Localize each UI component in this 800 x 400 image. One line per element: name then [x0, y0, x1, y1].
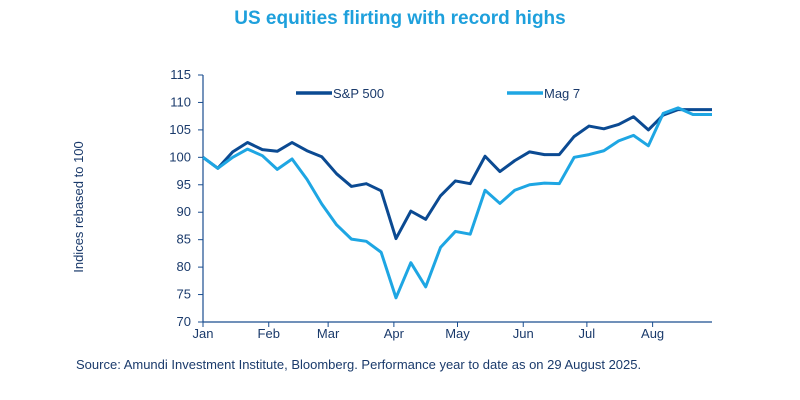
- x-tick-label: Feb: [258, 326, 280, 341]
- source-note: Source: Amundi Investment Institute, Blo…: [76, 357, 642, 372]
- y-tick-label: 70: [177, 314, 191, 329]
- y-tick-label: 85: [177, 232, 191, 247]
- x-tick-label: Jul: [579, 326, 596, 341]
- x-tick-label: Mar: [317, 326, 340, 341]
- legend-label-0: S&P 500: [333, 86, 384, 101]
- y-tick-label: 90: [177, 204, 191, 219]
- y-tick-label: 100: [169, 149, 191, 164]
- y-tick-label: 95: [177, 177, 191, 192]
- legend-label-1: Mag 7: [544, 86, 580, 101]
- series-line-0: [202, 108, 712, 241]
- x-tick-label: Apr: [384, 326, 405, 341]
- x-tick-label: Aug: [641, 326, 664, 341]
- y-tick-label: 80: [177, 259, 191, 274]
- series-line-1: [202, 106, 712, 300]
- y-tick-label: 105: [169, 122, 191, 137]
- y-tick-label: 110: [170, 94, 191, 109]
- y-axis-label: Indices rebased to 100: [71, 141, 86, 273]
- x-tick-label: Jan: [193, 326, 214, 341]
- chart-title: US equities flirting with record highs: [234, 8, 566, 29]
- y-tick-label: 75: [177, 287, 191, 302]
- x-tick-label: May: [445, 326, 470, 341]
- y-tick-label: 115: [170, 67, 191, 82]
- x-tick-label: Jun: [513, 326, 534, 341]
